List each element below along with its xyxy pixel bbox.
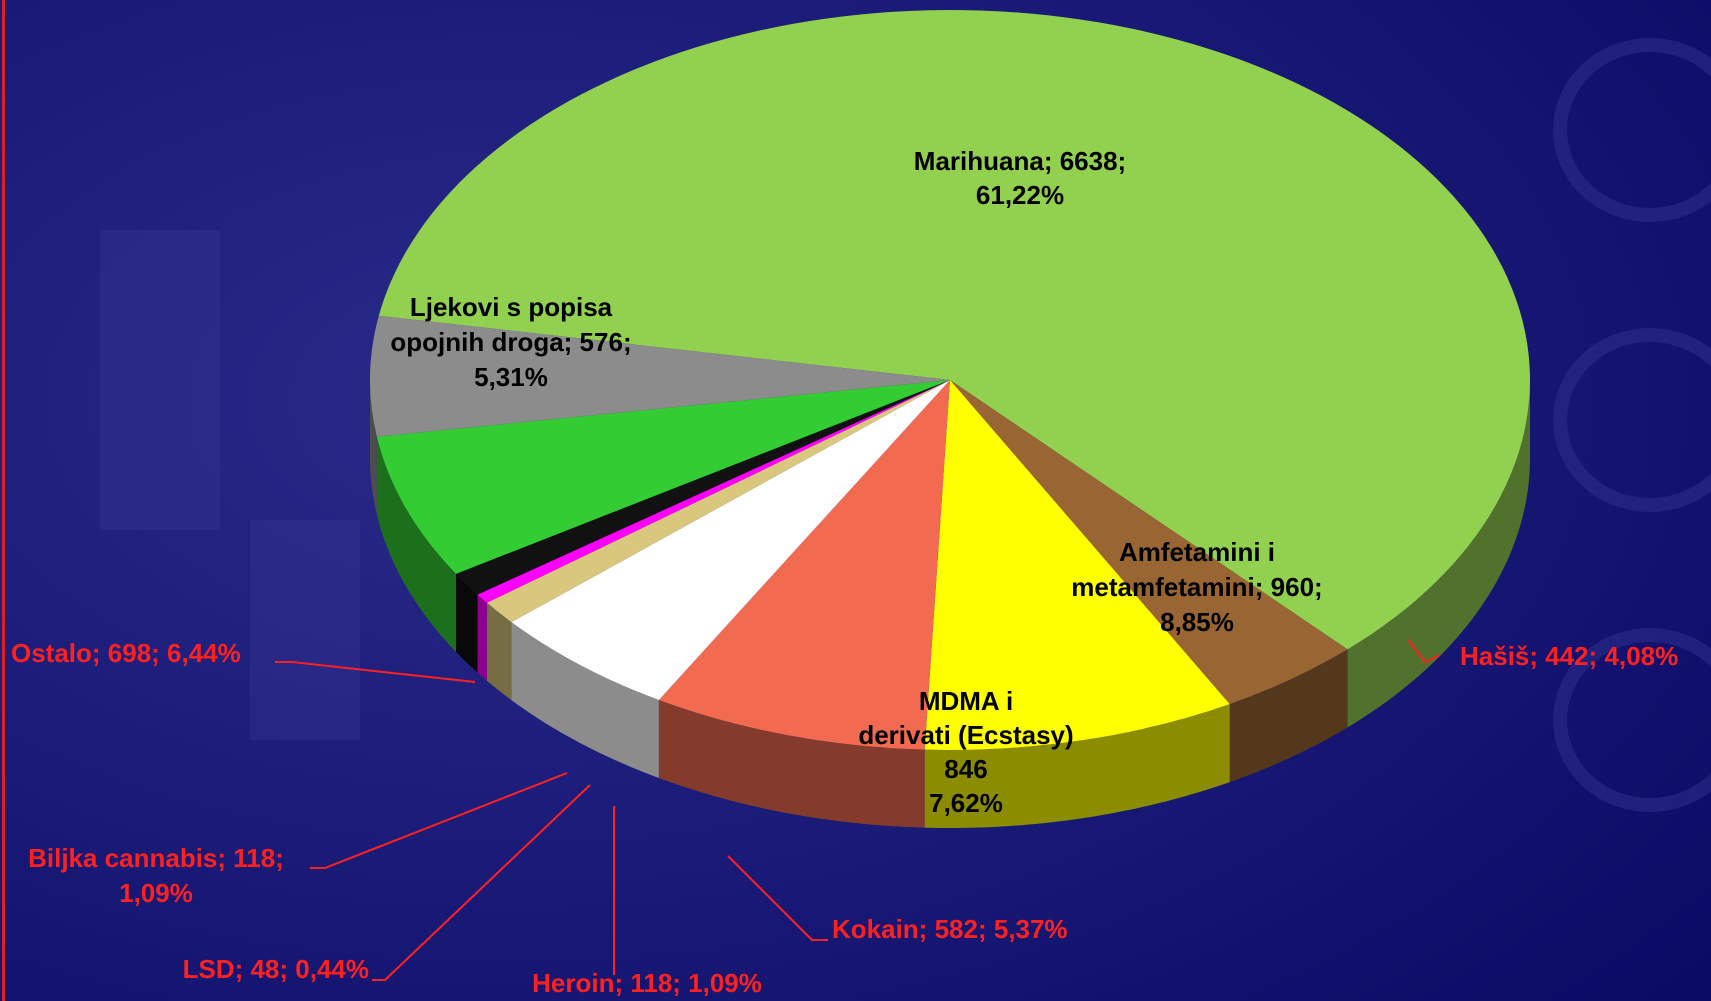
data-label: 846 [944,754,987,784]
data-label: Marihuana; 6638; [914,146,1126,176]
background-emblem [1553,328,1711,512]
data-label: Amfetamini i [1119,537,1275,567]
slice-side [477,594,487,681]
data-label: opojnih droga; 576; [390,327,631,357]
leader-line [1407,639,1441,664]
data-label: 8,85% [1160,607,1234,637]
slice [658,380,950,750]
slice-side [511,622,659,779]
slice [924,380,1230,751]
background-emblem [1553,38,1711,222]
slice [370,315,951,437]
leader-line [372,784,591,981]
background-emblem [1553,628,1711,812]
data-label: Kokain; 582; 5,37% [832,914,1068,944]
slice [378,10,1530,650]
data-label: Hašiš; 442; 4,08% [1460,641,1678,671]
slice [455,380,950,595]
leader-line [310,772,568,869]
data-label: 7,62% [929,788,1003,818]
data-label: metamfetamini; 960; [1071,572,1322,602]
slice [376,380,951,574]
slice-side [370,380,377,515]
data-label: Biljka cannabis; 118; [28,843,284,873]
data-label: Heroin; 118; 1,09% [532,968,762,998]
data-label: 1,09% [119,878,193,908]
slice-side [1229,649,1348,783]
slice-side [658,700,925,828]
data-label: 61,22% [976,180,1064,210]
slice [477,380,950,603]
data-label: Ljekovi s popisa [410,292,613,322]
slice-side [376,436,456,652]
slice-side [455,573,478,673]
data-label: 5,31% [474,362,548,392]
left-edge [2,0,5,1001]
background-shape [100,230,220,530]
leader-line [275,661,476,683]
data-label: LSD; 48; 0,44% [183,954,369,984]
slice [511,380,950,701]
data-label: Ostalo; 698; 6,44% [11,638,241,668]
slice [950,380,1348,705]
slice [486,380,950,623]
slice-side [486,602,512,701]
slice-side [924,704,1230,828]
data-label: derivati (Ecstasy) [858,720,1073,750]
leader-line [727,855,828,941]
slice-side [1347,380,1530,728]
data-label: MDMA i [919,686,1013,716]
background-shape [250,520,360,740]
